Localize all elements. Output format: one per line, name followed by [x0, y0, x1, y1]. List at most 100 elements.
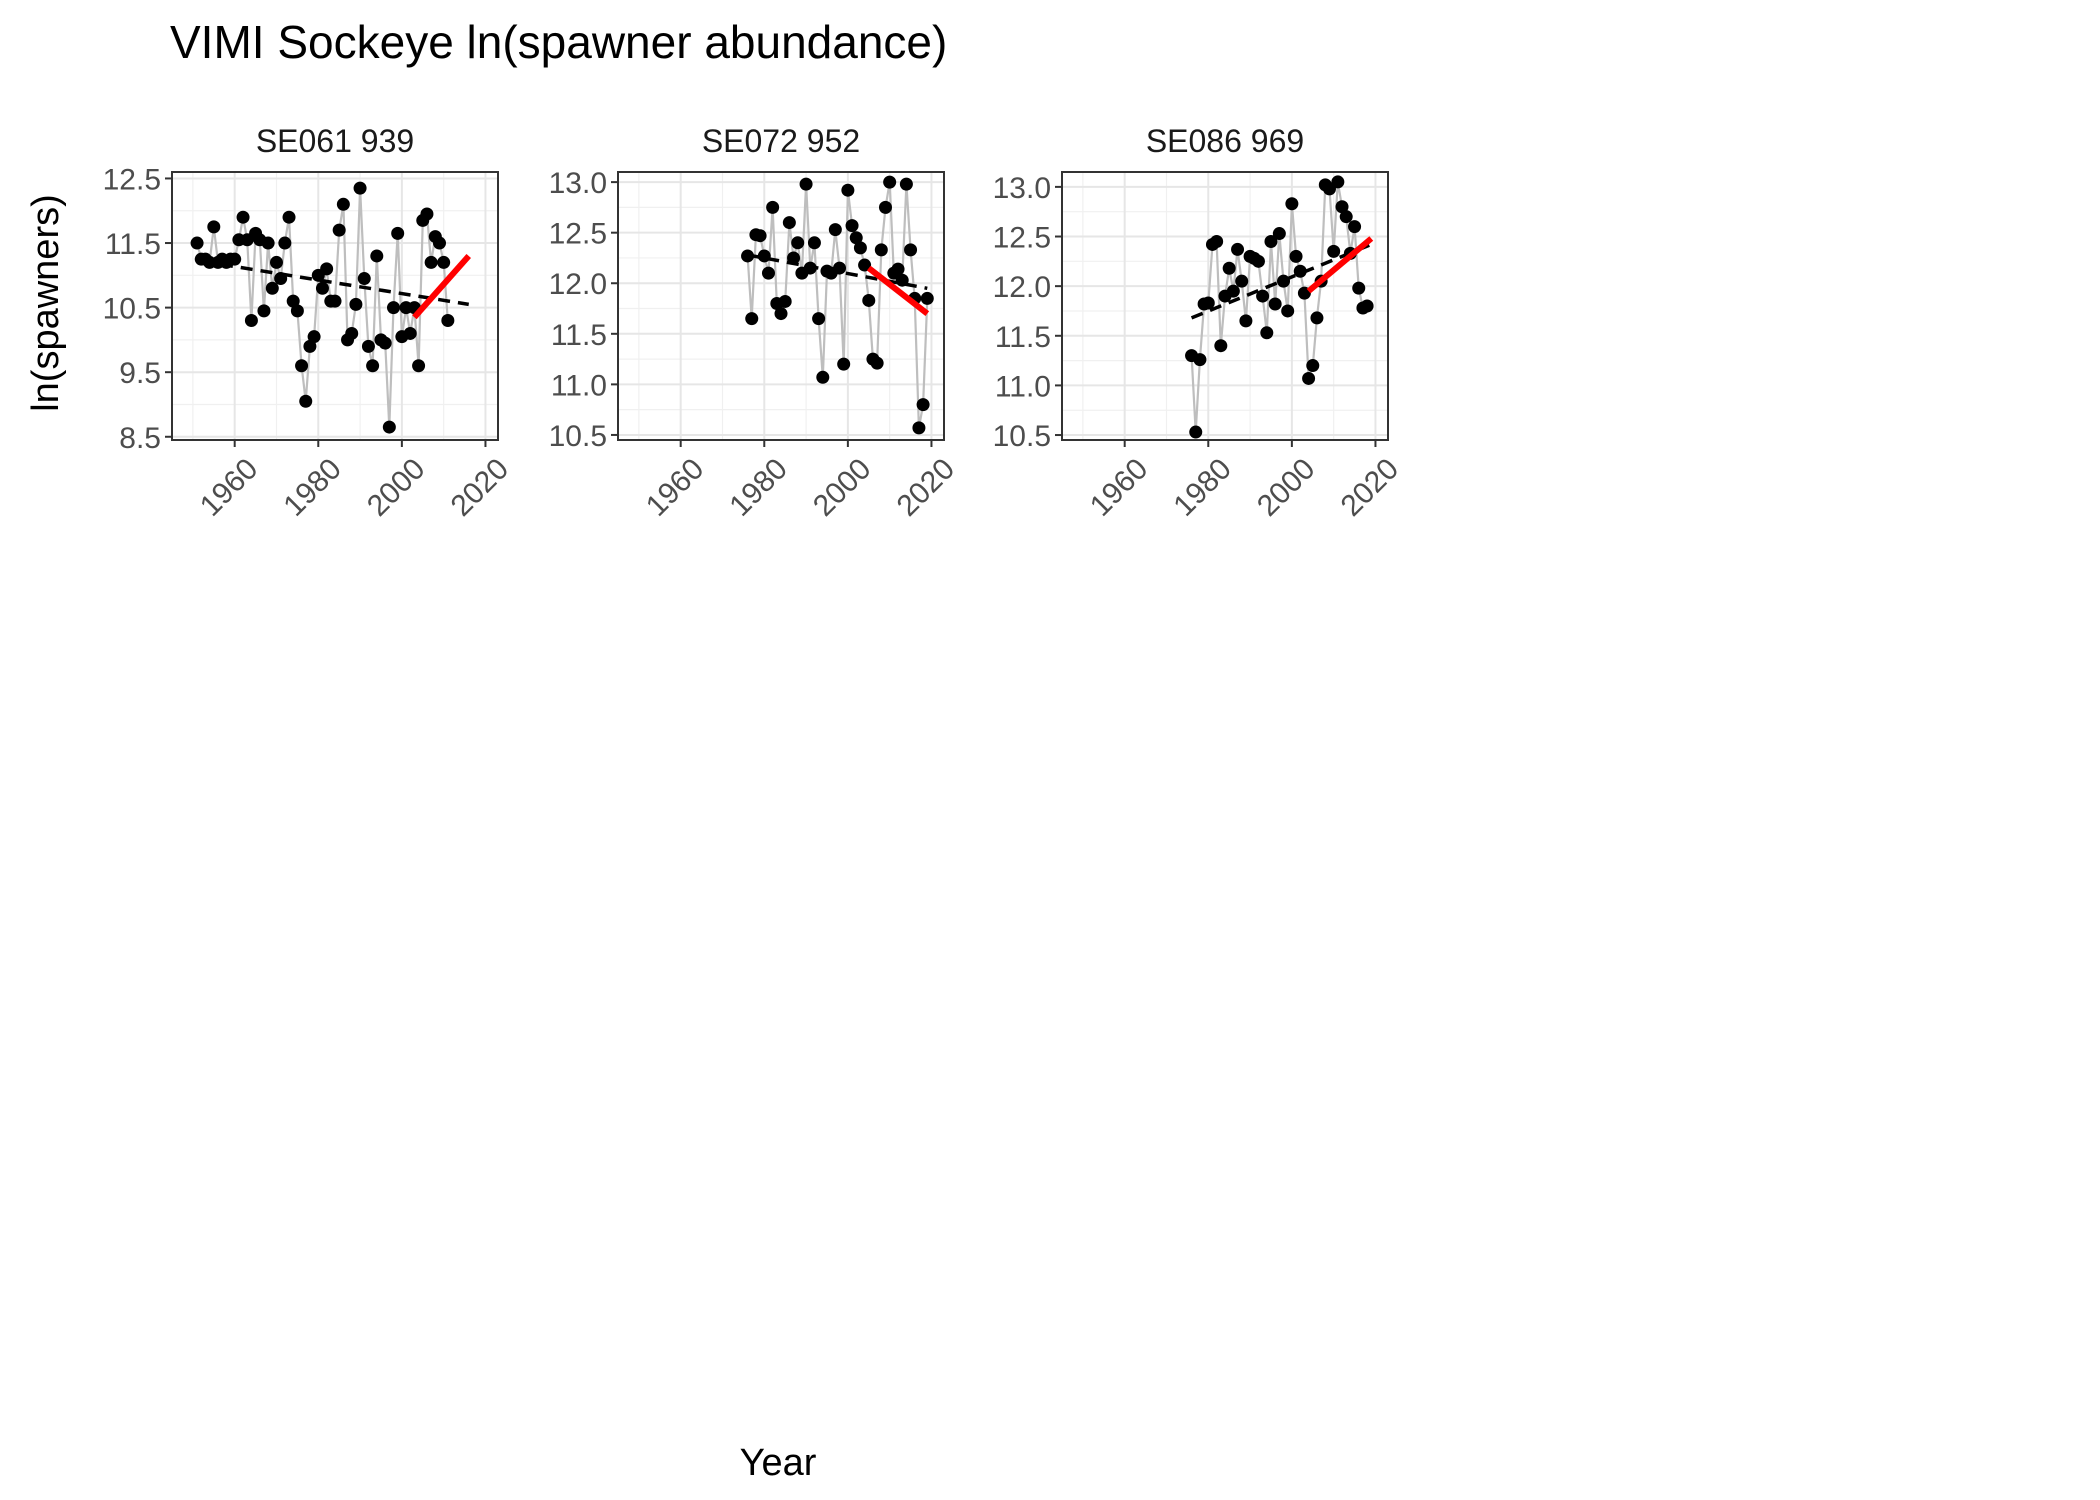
data-point	[1214, 339, 1228, 353]
data-point	[412, 359, 426, 373]
data-point	[878, 200, 892, 214]
data-point	[1189, 425, 1203, 439]
panel-border	[617, 171, 945, 441]
data-point	[1289, 249, 1303, 263]
data-point	[361, 339, 375, 353]
y-tick-label: 10.5	[993, 420, 1051, 453]
data-point	[1264, 234, 1278, 248]
data-point	[299, 394, 313, 408]
y-tick-label: 12.5	[549, 218, 607, 251]
data-point	[904, 243, 918, 257]
data-point	[437, 255, 451, 269]
data-point	[303, 339, 317, 353]
x-tick-label: 1980	[723, 452, 794, 523]
data-point	[236, 210, 250, 224]
data-point	[774, 307, 788, 321]
y-tick-label: 10.5	[549, 420, 607, 453]
data-point	[1193, 353, 1207, 367]
data-point	[1348, 220, 1362, 234]
x-tick-label: 2020	[1335, 452, 1406, 523]
data-point	[345, 326, 359, 340]
y-tick-label: 12.5	[103, 163, 161, 196]
x-tick-label: 1980	[1167, 452, 1238, 523]
data-point	[1331, 175, 1345, 189]
data-point	[403, 326, 417, 340]
x-tick-label: 1980	[277, 452, 348, 523]
facet-title: SE072 952	[702, 123, 860, 159]
x-tick-label: 1960	[1084, 452, 1155, 523]
data-point	[803, 261, 817, 275]
x-tick-label: 2000	[361, 452, 432, 523]
y-tick-label: 11.5	[995, 321, 1051, 354]
data-point	[761, 266, 775, 280]
y-tick-label: 11.5	[105, 228, 161, 261]
y-tick-label: 11.5	[551, 319, 607, 352]
data-point	[1327, 244, 1341, 258]
y-axis-label: ln(spawners)	[25, 194, 67, 412]
panel-border	[1061, 171, 1389, 441]
data-point	[307, 330, 321, 344]
data-point	[290, 304, 304, 318]
data-point	[257, 304, 271, 318]
data-point	[862, 293, 876, 307]
y-tick-label: 12.0	[549, 268, 607, 301]
data-point	[1302, 371, 1316, 385]
x-tick-label: 1960	[640, 452, 711, 523]
data-point	[1226, 284, 1240, 298]
data-point	[441, 314, 455, 328]
data-point	[757, 249, 771, 263]
data-point	[387, 301, 401, 315]
data-point	[841, 183, 855, 197]
data-point	[895, 273, 909, 287]
data-point	[286, 294, 300, 308]
data-point	[1272, 227, 1286, 241]
data-point	[1251, 254, 1265, 268]
data-point	[837, 357, 851, 371]
y-tick-label: 13.0	[993, 172, 1051, 205]
data-point	[336, 197, 350, 211]
y-tick-label: 8.5	[119, 422, 161, 455]
data-point	[849, 231, 863, 245]
y-tick-label: 10.5	[103, 293, 161, 326]
data-point	[378, 336, 392, 350]
data-point	[1335, 200, 1349, 214]
data-point	[1310, 311, 1324, 325]
data-point	[424, 255, 438, 269]
data-point	[391, 226, 405, 240]
data-point	[845, 219, 859, 233]
data-point	[357, 272, 371, 286]
data-point	[1352, 281, 1366, 295]
data-point	[265, 281, 279, 295]
x-tick-label: 2000	[807, 452, 878, 523]
data-point	[870, 356, 884, 370]
x-axis-label: Year	[740, 1442, 817, 1484]
y-tick-label: 9.5	[119, 357, 161, 390]
recent-trend-line	[412, 253, 471, 320]
data-point	[295, 359, 309, 373]
x-tick-label: 1960	[194, 452, 265, 523]
x-tick-label: 2020	[445, 452, 516, 523]
data-point	[899, 177, 913, 191]
data-point	[916, 398, 930, 412]
data-point	[269, 255, 283, 269]
recent-trend-line	[1306, 236, 1374, 294]
data-point	[1293, 264, 1307, 278]
data-point	[366, 359, 380, 373]
long-term-trend-line	[1190, 242, 1372, 320]
data-point	[315, 281, 329, 295]
data-point	[328, 294, 342, 308]
data-point	[370, 249, 384, 263]
data-point	[1210, 234, 1224, 248]
data-point	[799, 177, 813, 191]
recent-trend-line	[866, 265, 930, 316]
data-point	[791, 236, 805, 250]
chart-title: VIMI Sockeye ln(spawner abundance)	[170, 16, 947, 68]
data-point	[1231, 242, 1245, 256]
facet-title: SE086 969	[1146, 123, 1304, 159]
data-point	[207, 220, 221, 234]
data-point	[1277, 274, 1291, 288]
data-point	[753, 229, 767, 243]
data-point	[745, 312, 759, 326]
